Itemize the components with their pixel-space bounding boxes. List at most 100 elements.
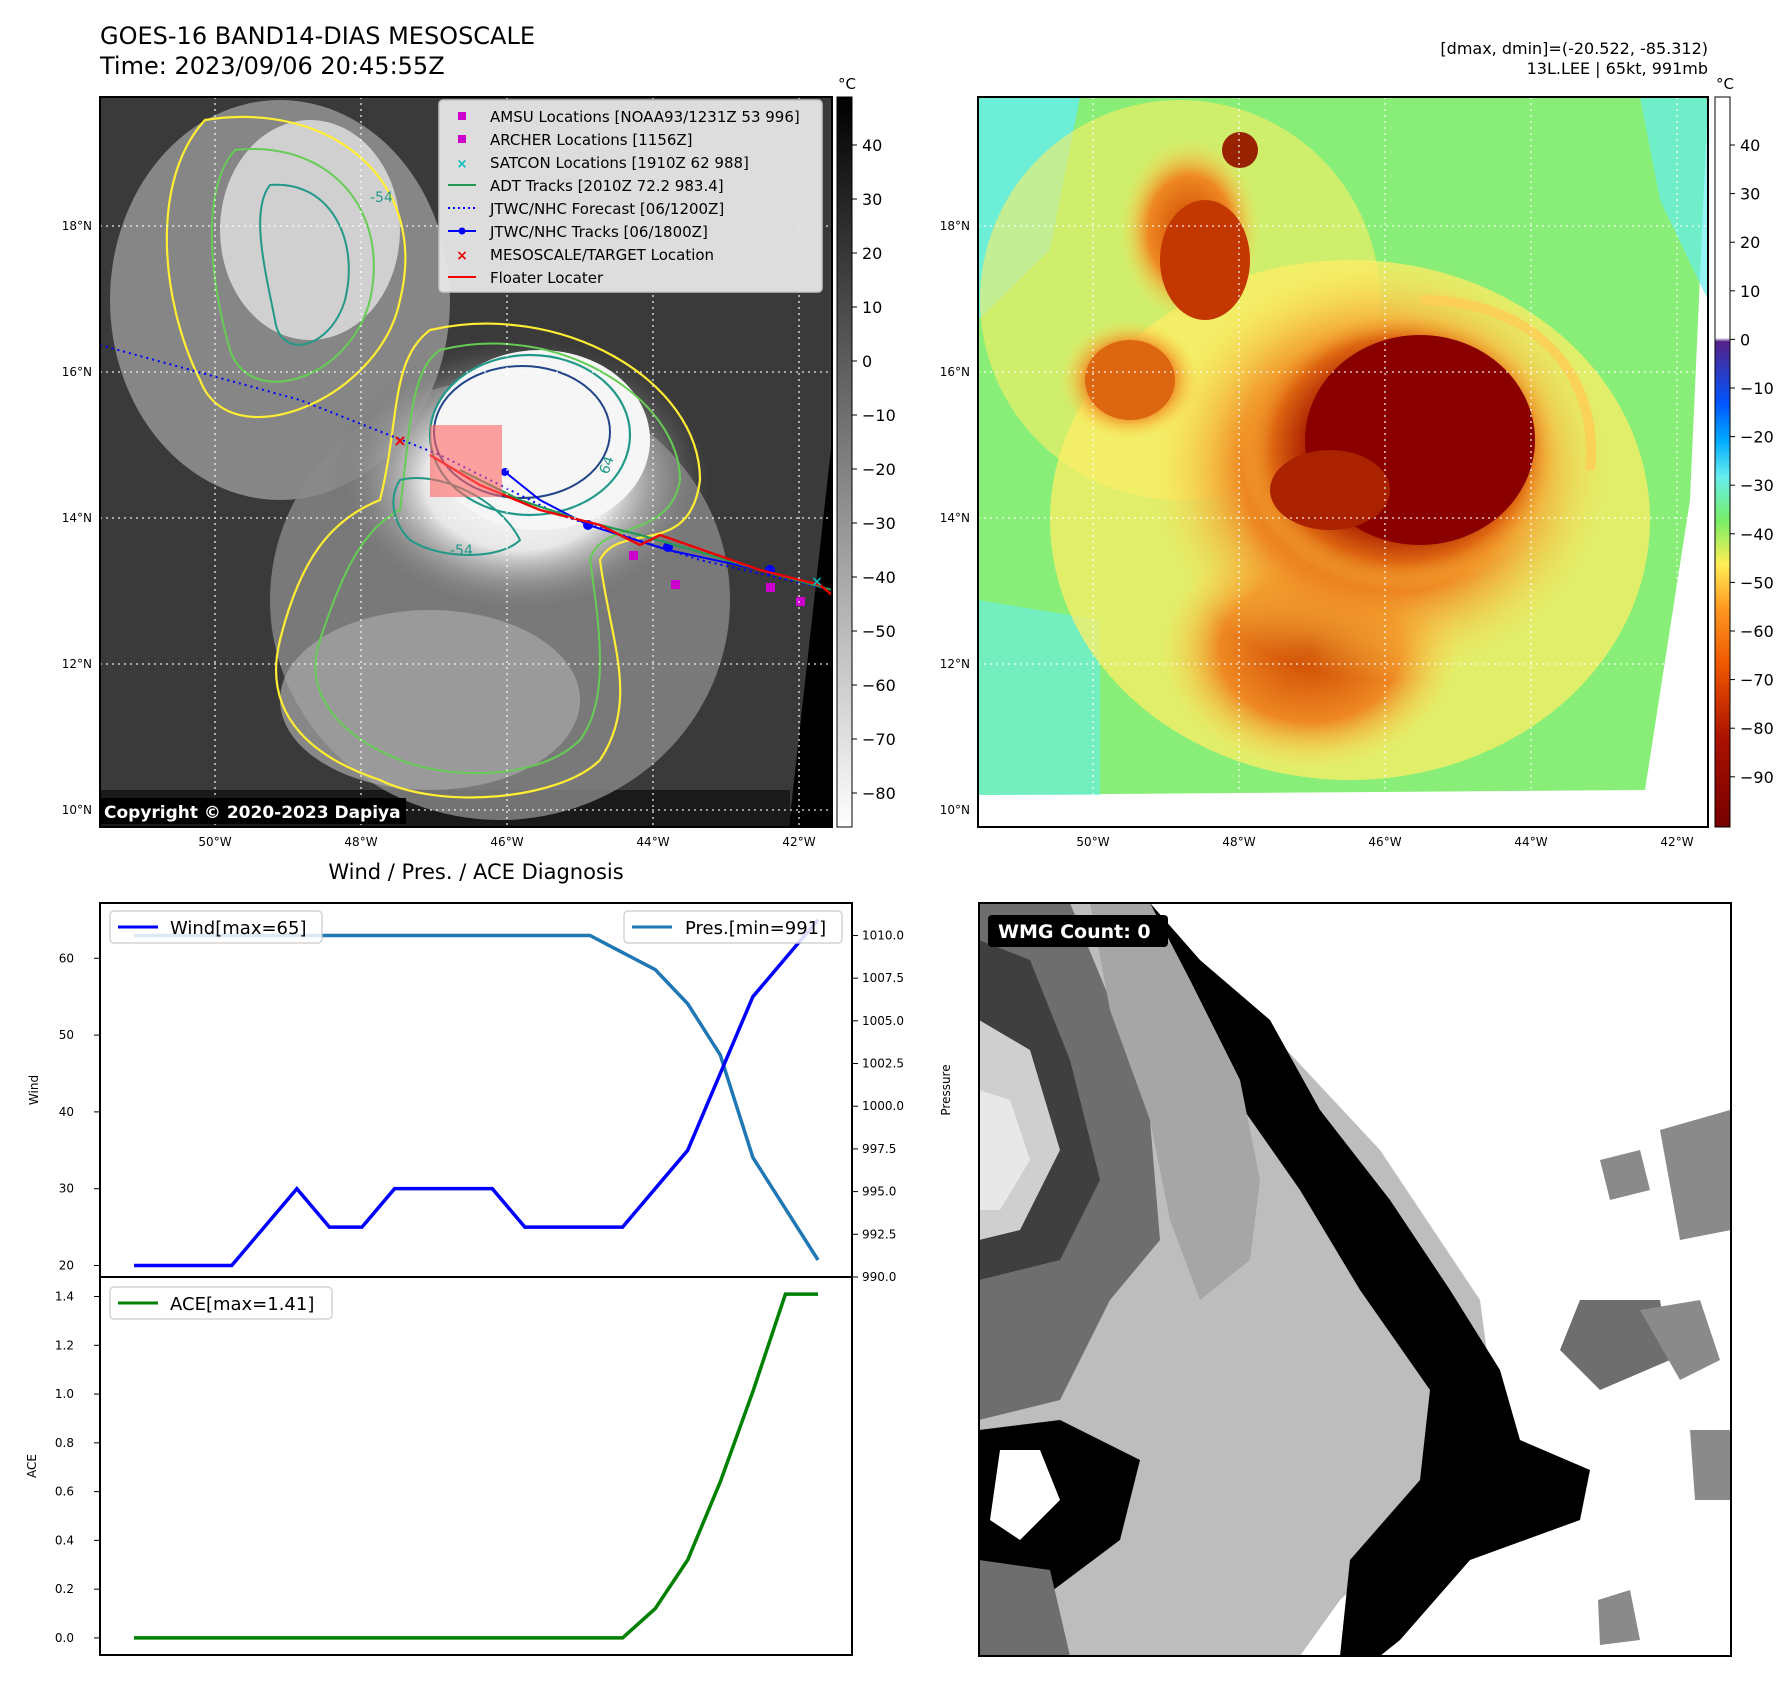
amsu-marker — [629, 551, 638, 560]
lon-labels: 50°W 48°W 46°W 44°W 42°W — [1076, 835, 1693, 849]
colorbar-tick-label: −30 — [1740, 476, 1774, 495]
lon-label: 44°W — [636, 835, 669, 849]
lon-label: 50°W — [198, 835, 231, 849]
jtwc-forecast-track — [100, 344, 832, 591]
ace-legend: ACE[max=1.41] — [109, 1286, 333, 1320]
colorbar-tick-label: 40 — [862, 136, 882, 155]
colorbar-tick-label: 30 — [862, 190, 882, 209]
lat-label: 12°N — [62, 657, 92, 671]
ace-ytick-label: 0.0 — [55, 1631, 74, 1645]
lat-label: 12°N — [940, 657, 970, 671]
jtwc-track-point — [501, 468, 509, 476]
colorbar-tick-label: −70 — [1740, 671, 1774, 690]
colorbar-tick-label: −20 — [1740, 428, 1774, 447]
wind-ylabel: Wind — [27, 1075, 41, 1105]
pressure-ytick-label: 1000.0 — [862, 1099, 904, 1113]
legend-archer: ARCHER Locations [1156Z] — [490, 131, 693, 149]
wind-legend-label: Wind[max=65] — [170, 918, 307, 939]
ace-line — [134, 1292, 818, 1640]
wind-ytick-label: 30 — [59, 1182, 74, 1196]
lon-label: 48°W — [1222, 835, 1255, 849]
wind-ytick-label: 50 — [59, 1028, 74, 1042]
lat-labels: 18°N 16°N 14°N 12°N 10°N — [62, 219, 92, 817]
ace-ytick-label: 0.8 — [55, 1436, 74, 1450]
colorbar-tick-label: 10 — [1740, 282, 1760, 301]
ace-ytick-label: 0.2 — [55, 1582, 74, 1596]
wind-ytick-label: 40 — [59, 1105, 74, 1119]
wind-ytick-label: 60 — [59, 951, 74, 965]
legend-adt: ADT Tracks [2010Z 72.2 983.4] — [490, 177, 724, 195]
main-title: GOES-16 BAND14-DIAS MESOSCALE — [100, 22, 535, 50]
lat-labels: 18°N 16°N 14°N 12°N 10°N — [940, 219, 970, 817]
diagnosis-title: Wind / Pres. / ACE Diagnosis — [328, 860, 623, 884]
target-marker: × — [393, 431, 406, 450]
lon-label: 44°W — [1514, 835, 1547, 849]
wind-ytick-label: 20 — [59, 1258, 74, 1272]
colorbar-tick-label: −50 — [862, 622, 896, 641]
legend-jtwc: JTWC/NHC Tracks [06/1800Z] — [489, 223, 708, 241]
pressure-ytick-label: 1005.0 — [862, 1014, 904, 1028]
ace-ytick-label: 1.2 — [55, 1338, 74, 1352]
gray-colorbar: °C 40 30 20 10 0 −10 −20 −30 −40 −50 −60 −70 −80 — [836, 75, 896, 828]
pressure-ytick-label: 1002.5 — [862, 1057, 904, 1071]
dmax-dmin-text: [dmax, dmin]=(-20.522, -85.312) — [1440, 39, 1708, 58]
colorbar-tick-label: −60 — [1740, 622, 1774, 641]
colorbar-tick-label: −10 — [862, 406, 896, 425]
floater-box — [430, 425, 502, 497]
wmg-panel — [979, 903, 1731, 1656]
colorbar-unit: °C — [1716, 75, 1734, 93]
legend-amsu: AMSU Locations [NOAA93/1231Z 53 996] — [490, 108, 800, 126]
pressure-ytick-label: 1007.5 — [862, 971, 904, 985]
time-title: Time: 2023/09/06 20:45:55Z — [99, 52, 445, 80]
archer-marker — [671, 580, 680, 589]
colorbar-tick-label: −80 — [1740, 719, 1774, 738]
colorbar-tick-label: 0 — [1740, 330, 1750, 349]
pressure-ytick-label: 990.0 — [862, 1270, 896, 1284]
pressure-ytick-label: 995.0 — [862, 1185, 896, 1199]
pressure-legend: Pres.[min=991] — [623, 910, 843, 944]
colorbar-tick-label: 20 — [862, 244, 882, 263]
storm-info-text: 13L.LEE | 65kt, 991mb — [1527, 59, 1708, 78]
lat-label: 16°N — [62, 365, 92, 379]
ace-ytick-label: 1.4 — [55, 1290, 74, 1304]
lat-label: 14°N — [62, 511, 92, 525]
colorbar-tick-label: 40 — [1740, 136, 1760, 155]
lon-label: 46°W — [1368, 835, 1401, 849]
lon-label: 42°W — [1660, 835, 1693, 849]
color-colorbar: °C 40 30 20 10 0 −10 −20 −30 −40 −50 −60 −70 −80 −90 — [1714, 75, 1774, 828]
copyright-label: Copyright © 2020-2023 Dapiya — [104, 803, 401, 823]
pressure-ylabel: Pressure — [939, 1064, 953, 1115]
archer-marker — [796, 597, 805, 606]
colorbar-tick-label: −10 — [1740, 379, 1774, 398]
lon-label: 42°W — [782, 835, 815, 849]
ace-ytick-label: 0.6 — [55, 1485, 74, 1499]
ace-ytick-label: 0.4 — [55, 1533, 74, 1547]
colorbar-tick-label: −40 — [862, 568, 896, 587]
map-legend: AMSU Locations [NOAA93/1231Z 53 996] ARC… — [438, 99, 823, 293]
lon-label: 48°W — [344, 835, 377, 849]
legend-floater: Floater Locater — [490, 269, 604, 287]
colorbar-tick-label: 20 — [1740, 233, 1760, 252]
colorbar-tick-label: 0 — [862, 352, 872, 371]
pressure-ytick-label: 1010.0 — [862, 928, 904, 942]
colorbar-tick-label: 10 — [862, 298, 882, 317]
svg-text:×: × — [457, 157, 468, 172]
contour-label: 64 — [597, 454, 618, 476]
lat-label: 18°N — [940, 219, 970, 233]
colorbar-tick-label: −90 — [1740, 768, 1774, 787]
colorbar-tick-label: 30 — [1740, 185, 1760, 204]
contour-label: -54 — [370, 190, 393, 206]
colorbar-tick-label: −40 — [1740, 525, 1774, 544]
colorbar-unit: °C — [838, 75, 856, 93]
satcon-marker: × — [811, 574, 823, 590]
pressure-ytick-label: 997.5 — [862, 1142, 896, 1156]
svg-text:×: × — [456, 248, 468, 264]
ace-ytick-label: 1.0 — [55, 1387, 74, 1401]
colorbar-tick-label: −50 — [1740, 573, 1774, 592]
lon-label: 46°W — [490, 835, 523, 849]
lat-label: 10°N — [940, 803, 970, 817]
lon-label: 50°W — [1076, 835, 1109, 849]
archer-marker — [766, 583, 775, 592]
colorbar-tick-label: −60 — [862, 676, 896, 695]
